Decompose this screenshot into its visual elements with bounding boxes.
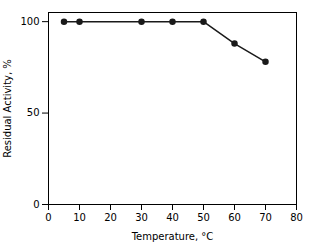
svg-text:10: 10 (73, 212, 86, 223)
svg-text:80: 80 (290, 212, 303, 223)
svg-text:Residual Activity, %: Residual Activity, % (2, 59, 13, 158)
svg-text:0: 0 (33, 199, 39, 210)
svg-text:20: 20 (104, 212, 117, 223)
svg-text:0: 0 (45, 212, 51, 223)
svg-text:70: 70 (259, 212, 272, 223)
svg-text:100: 100 (20, 16, 39, 27)
svg-text:30: 30 (135, 212, 148, 223)
svg-text:Temperature, °C: Temperature, °C (131, 231, 214, 242)
svg-text:40: 40 (166, 212, 179, 223)
svg-text:50: 50 (27, 107, 40, 118)
svg-text:50: 50 (197, 212, 210, 223)
svg-text:60: 60 (228, 212, 241, 223)
